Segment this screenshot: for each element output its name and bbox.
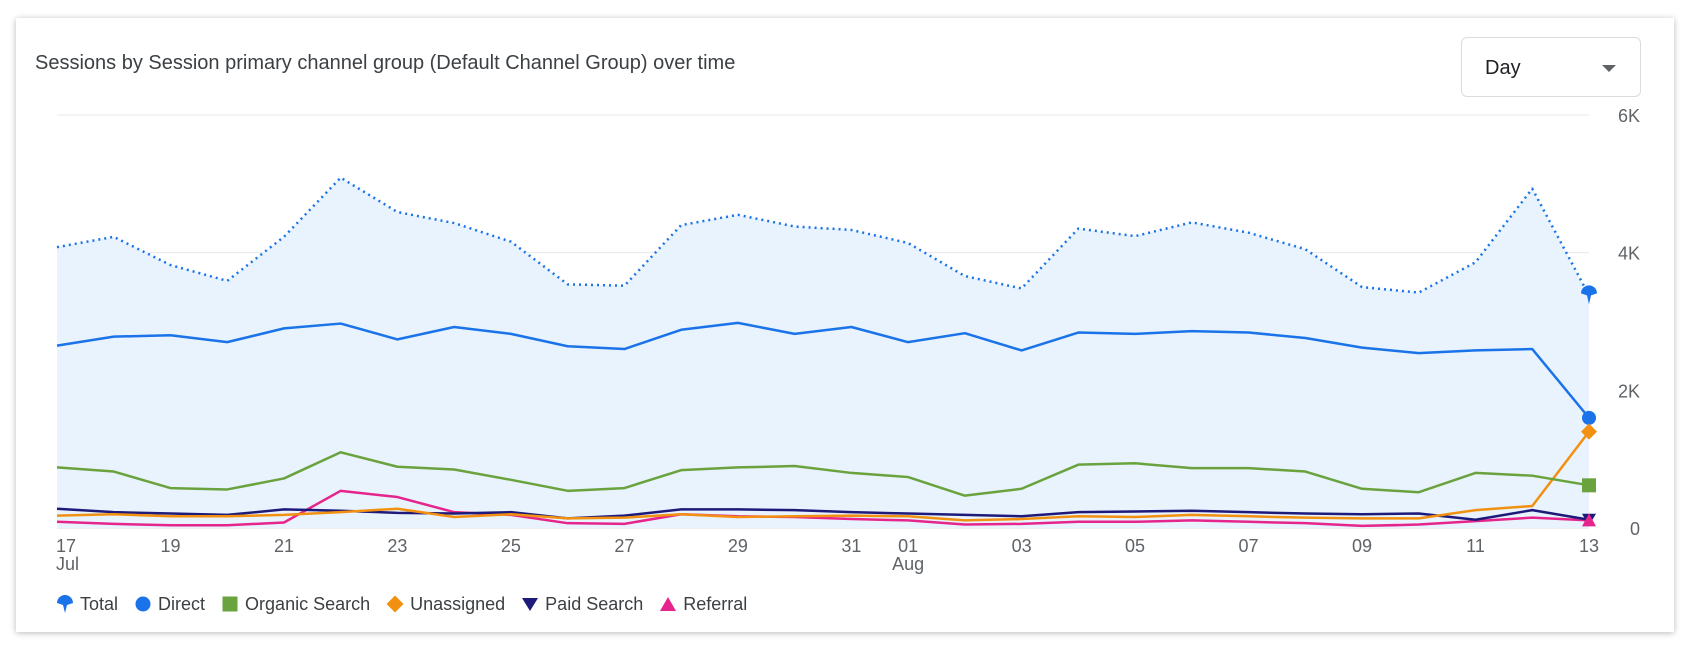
x-tick-label: 01 [898, 536, 918, 556]
referral-marker [1582, 513, 1596, 527]
y-tick-label: 0 [1630, 519, 1640, 539]
series-line-organic-search [56, 451, 1590, 497]
x-tick-label: 09 [1352, 536, 1372, 556]
y-tick-label: 4K [1618, 244, 1640, 264]
series-lines [56, 176, 1591, 528]
organic-search-marker [1582, 478, 1596, 493]
x-tick-label: 21 [274, 536, 294, 556]
x-tick-label: 23 [387, 536, 407, 556]
legend-item-total[interactable]: Total [56, 594, 118, 615]
legend-item-direct[interactable]: Direct [134, 594, 205, 615]
y-axis: 0 2K 4K 6K [1618, 106, 1640, 539]
legend-label: Organic Search [245, 593, 371, 614]
total-area-fill [57, 177, 1589, 528]
diamond-icon [386, 595, 404, 613]
y-tick-label: 6K [1618, 106, 1640, 126]
series-line-paid-search [56, 507, 1590, 521]
granularity-dropdown[interactable]: Day [1461, 37, 1641, 97]
x-tick-label: 31 [841, 536, 861, 556]
direct-marker [1582, 410, 1596, 425]
x-tick-label: 13 [1579, 536, 1599, 556]
legend-item-organic-search[interactable]: Organic Search [221, 594, 370, 615]
legend-item-paid-search[interactable]: Paid Search [521, 594, 643, 615]
legend-label: Paid Search [545, 593, 644, 614]
x-tick-label: 19 [160, 536, 180, 556]
total-marker [1581, 285, 1597, 305]
x-tick-label: 27 [614, 536, 634, 556]
x-tick-label: 05 [1125, 536, 1145, 556]
legend-label: Unassigned [410, 593, 506, 614]
chart-legend: Total Direct Organic Search Unassigned Paid … [56, 592, 763, 616]
x-tick-sublabel: Aug [892, 554, 924, 574]
x-tick-label: 25 [501, 536, 521, 556]
caret-down-icon [1602, 65, 1616, 72]
chart-title: Sessions by Session primary channel grou… [35, 52, 736, 74]
legend-item-referral[interactable]: Referral [659, 594, 747, 615]
circle-icon [135, 596, 151, 612]
x-tick-label: 17 [56, 536, 76, 556]
granularity-selected-value: Day [1485, 57, 1521, 79]
square-icon [222, 596, 238, 612]
series-line-unassigned [56, 430, 1590, 522]
y-tick-label: 2K [1618, 381, 1640, 401]
triangle-down-icon [522, 598, 539, 611]
total-area [57, 177, 1589, 528]
legend-item-unassigned[interactable]: Unassigned [386, 594, 505, 615]
total-pin-icon [57, 595, 73, 613]
series-line-direct [56, 321, 1590, 419]
legend-label: Direct [158, 593, 206, 614]
legend-label: Referral [683, 593, 748, 614]
x-tick-label: 03 [1012, 536, 1032, 556]
triangle-up-icon [660, 597, 677, 611]
series-line-referral [56, 489, 1590, 528]
x-tick-label: 29 [728, 536, 748, 556]
x-tick-sublabel: Jul [56, 554, 79, 574]
x-tick-label: 07 [1239, 536, 1259, 556]
unassigned-marker [1581, 423, 1597, 440]
x-tick-label: 11 [1466, 536, 1485, 556]
end-markers [1581, 285, 1597, 527]
legend-label: Total [80, 593, 119, 614]
